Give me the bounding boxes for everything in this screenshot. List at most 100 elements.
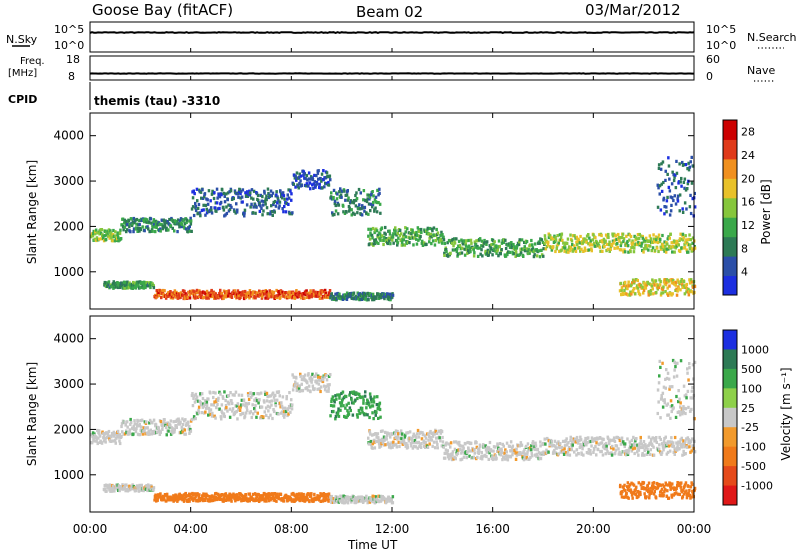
power-cells-cell [149,229,152,233]
power-cells-cell [327,180,330,185]
power-cells-cell [635,284,639,288]
vel-cells-cell [337,407,340,411]
power-colorbar-swatch [723,178,737,199]
power-cells-cell [683,177,687,181]
vel-cells-cell [249,395,253,399]
power-cells-cell [344,193,347,197]
power-cells-cell [391,295,394,299]
vel-cells-cell [389,435,392,439]
power-cells-cell [132,216,136,221]
power-cells-cell [243,214,246,218]
power-cells-cell [692,164,695,168]
vel-cells-cell [390,432,394,436]
power-cells-cell [259,204,262,208]
vel-cells-cell [682,449,685,453]
power-cells-cell [474,245,477,249]
vel-cells-cell [230,499,233,503]
power-cells-cell [691,236,695,240]
vel-cells-cell [427,438,430,442]
vel-cells-cell [569,435,572,439]
power-cells-cell [168,294,171,298]
vel-cells-cell [643,487,646,491]
power-cells-cell [676,289,679,293]
power-cells-cell [188,219,191,223]
noise-left-tick-bottom: 10^0 [54,39,84,52]
vel-cells-cell [411,434,415,439]
vel-cells-cell [145,484,149,488]
vel-cells-cell [123,432,127,436]
vel-cells-cell [114,486,117,490]
vel-cells-cell [498,447,501,452]
power-cells-cell [542,254,545,258]
vel-cells-cell [319,378,322,382]
power-cells-cell [468,244,471,248]
vel-cells-cell [322,378,325,382]
vel-cells-cell [183,428,187,432]
power-cells-cell [398,228,402,232]
power-cells-cell [645,247,648,251]
power-cells-cell [476,246,479,250]
power-cells-cell [240,195,244,199]
power-cells-cell [667,279,671,283]
vel-cells-cell [272,395,276,399]
power-cells-cell [550,248,554,252]
vel-cells-cell [271,494,275,498]
vel-cells-cell [471,448,475,452]
power-cells-cell [290,198,293,202]
power-cells-cell [678,193,682,197]
vel-cells-cell [458,444,461,448]
vel-cells-cell [379,429,383,433]
vel-cells-cell [338,393,341,397]
power-cells-cell [664,169,667,173]
vel-cells-cell [423,441,426,445]
vel-cells-cell [377,436,380,440]
vel-cells-cell [340,401,344,405]
vel-cells-cell [669,487,672,491]
power-cells-cell [633,279,636,283]
power-cells-cell [394,229,397,233]
vel-cells-cell [147,429,151,433]
power-cells-cell [337,203,341,207]
vel-cells-cell [523,448,526,452]
vel-cells-cell [349,408,352,413]
power-cells-cell [640,244,643,248]
vel-cells-cell [256,392,259,396]
power-cells-cell [149,217,153,221]
power-cells-cell [172,293,176,297]
power-cells-cell [644,243,648,247]
power-cells-cell [425,232,429,236]
power-cells-cell [686,243,690,247]
power-cells-cell [124,219,128,223]
power-cells-cell [128,222,132,226]
power-cells-cell [674,280,678,284]
power-cells-cell [376,188,380,192]
power-cells-cell [178,219,182,223]
power-cells-cell [439,234,442,238]
power-cells-cell [669,195,672,199]
vel-cells-cell [104,487,107,491]
vel-cells-cell [356,396,359,401]
power-cells-cell [631,288,635,293]
power-cells-cell [669,278,673,282]
power-cells-cell [156,220,159,224]
power-cells-cell [119,228,122,232]
power-cells-cell [557,241,560,245]
vel-cells-cell [634,439,637,443]
power-cells-cell [303,176,306,180]
vel-cells-cell [251,403,254,407]
vel-cells-cell [209,391,212,395]
vel-cells-cell [335,397,338,401]
vel-cells-cell [624,494,628,498]
vel-cells-cell [503,451,506,455]
power-colorbar-tick: 8 [741,242,748,255]
power-cells-cell [177,222,181,226]
vel-cells-cell [435,436,438,440]
vel-cells-cell [385,437,388,441]
vel-cells-cell [368,430,372,434]
vel-cells-cell [224,404,228,408]
vel-cells-cell [552,444,556,448]
vel-cells-cell [601,453,605,457]
vel-cells-cell [332,404,336,408]
power-cells-cell [292,291,295,295]
vel-cells-cell [637,448,641,452]
